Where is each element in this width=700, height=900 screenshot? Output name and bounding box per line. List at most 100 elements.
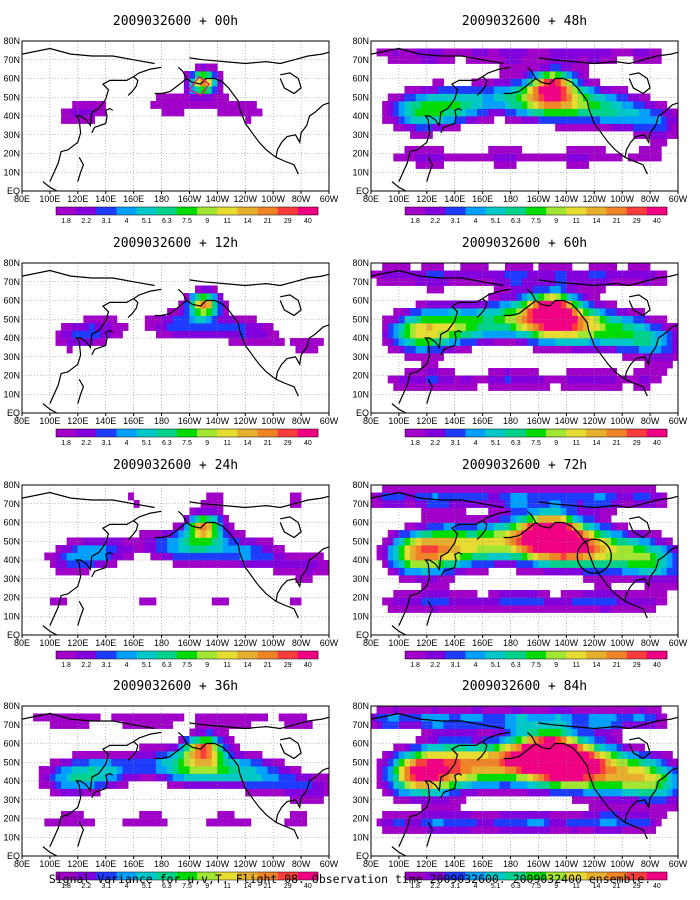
field-cell [521, 48, 528, 57]
field-cell [471, 515, 478, 523]
field-cell [94, 788, 101, 797]
field-cell [144, 537, 151, 546]
field-cell [594, 515, 601, 523]
field-cell [499, 285, 506, 294]
field-cell [633, 338, 640, 346]
colorbar-label: 9 [205, 218, 209, 225]
field-cell [611, 781, 617, 789]
field-cell [493, 751, 500, 759]
field-cell [516, 278, 523, 286]
field-cell [571, 293, 578, 301]
field-cell [638, 263, 645, 271]
field-cell [382, 48, 389, 57]
panel-title: 2009032600 + 84h [462, 679, 587, 694]
colorbar-swatch [56, 872, 77, 880]
field-cell [382, 492, 389, 501]
field-cell [616, 153, 623, 162]
field-cell [295, 713, 302, 722]
field-cell [661, 803, 668, 812]
field-cell [178, 773, 185, 782]
field-cell [488, 293, 495, 301]
field-cell [555, 773, 562, 782]
field-cell [499, 101, 506, 109]
field-cell [239, 766, 246, 774]
field-cell [555, 308, 562, 316]
field-cell [504, 537, 511, 546]
field-cell [262, 766, 268, 774]
field-cell [510, 368, 517, 376]
field-cell [627, 567, 634, 576]
field-cell [206, 560, 213, 568]
field-cell [211, 818, 218, 827]
field-cell [493, 721, 500, 729]
field-cell [482, 323, 489, 331]
field-cell [549, 567, 556, 576]
field-cell [633, 492, 640, 501]
field-cell [571, 153, 578, 162]
field-cell [376, 773, 383, 782]
field-cell [289, 781, 296, 789]
field-cell [672, 567, 678, 576]
field-cell [499, 383, 506, 391]
field-cell [443, 270, 450, 279]
field-cell [510, 811, 517, 819]
field-cell [155, 323, 162, 331]
field-cell [449, 492, 456, 501]
field-cell [493, 537, 500, 546]
y-tick-label: 50N [3, 92, 20, 102]
field-cell [393, 788, 400, 797]
field-cell [454, 108, 461, 117]
field-cell [437, 728, 444, 737]
field-cell [100, 560, 107, 568]
field-cell [633, 766, 640, 774]
field-cell [510, 743, 517, 752]
field-cell [471, 567, 478, 576]
field-cell [544, 530, 551, 538]
x-tick-label: 140W [555, 638, 579, 648]
field-cell [504, 86, 511, 94]
field-cell [672, 582, 678, 591]
y-tick-label: 10N [3, 389, 20, 399]
colorbar-label: 40 [304, 218, 312, 225]
field-cell [172, 330, 179, 339]
field-cell [228, 545, 235, 553]
field-cell [571, 560, 578, 568]
variance-field [371, 706, 678, 834]
colorbar-label: 40 [653, 440, 661, 447]
field-cell [404, 338, 411, 346]
field-cell [588, 308, 595, 316]
field-cell [627, 811, 634, 819]
field-cell [262, 713, 268, 722]
field-cell [449, 383, 456, 391]
field-cell [549, 375, 556, 384]
field-cell [504, 330, 511, 339]
field-cell [594, 803, 601, 812]
field-cell [488, 713, 495, 722]
field-cell [599, 530, 606, 538]
x-tick-label: 140E [444, 638, 465, 648]
field-cell [627, 108, 634, 117]
field-cell [432, 530, 439, 538]
field-cell [532, 116, 539, 124]
field-cell [577, 492, 584, 501]
y-tick-label: 10N [3, 611, 20, 621]
field-cell [437, 146, 444, 154]
field-cell [437, 345, 444, 354]
field-cell [527, 507, 534, 516]
field-cell [549, 330, 556, 339]
field-cell [222, 330, 229, 339]
field-cell [650, 330, 657, 339]
field-cell [432, 537, 439, 546]
field-cell [72, 713, 79, 722]
field-cell [594, 308, 601, 316]
field-cell [544, 278, 551, 286]
field-cell [510, 108, 517, 117]
field-cell [239, 721, 246, 729]
field-cell [594, 278, 601, 286]
field-cell [477, 788, 484, 797]
field-cell [566, 345, 573, 354]
colorbar-label: 11 [573, 662, 580, 669]
field-cell [421, 796, 428, 804]
field-cell [449, 116, 456, 124]
field-cell [510, 101, 517, 109]
